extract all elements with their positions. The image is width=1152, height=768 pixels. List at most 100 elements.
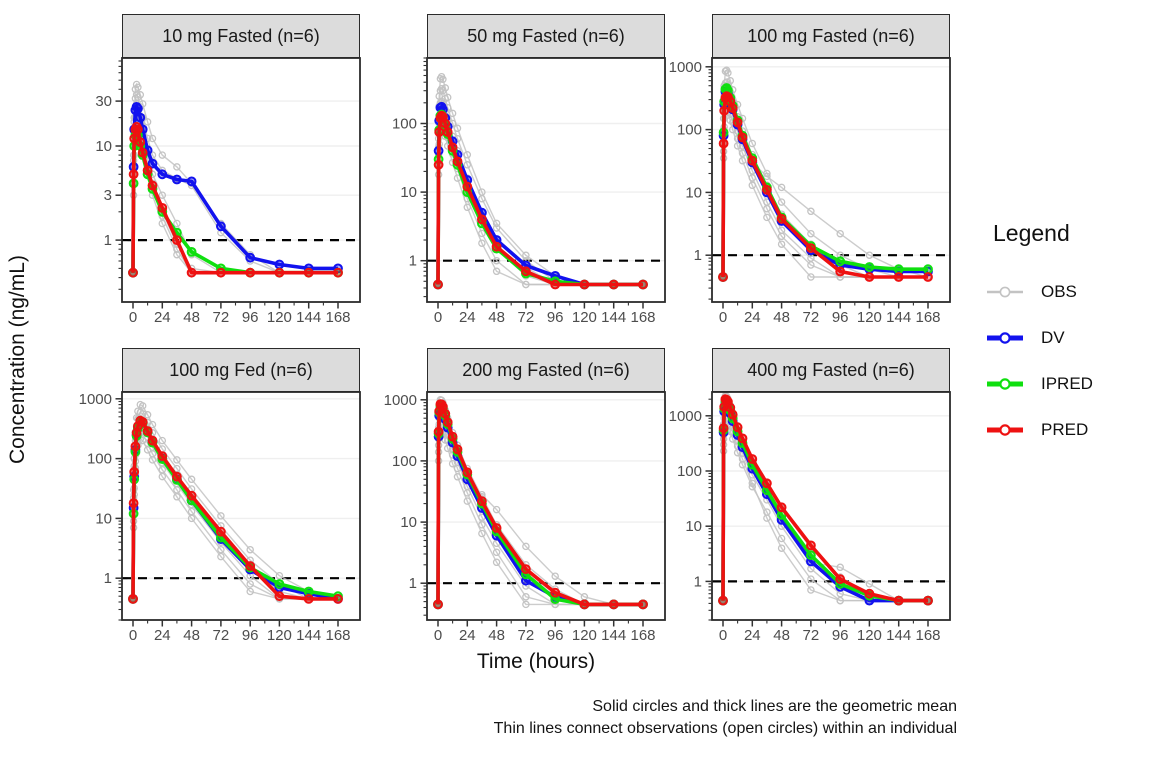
legend-key-obs-icon bbox=[987, 286, 1023, 298]
svg-text:24: 24 bbox=[154, 627, 171, 644]
svg-text:0: 0 bbox=[129, 627, 137, 644]
facet-strip-title: 200 mg Fasted (n=6) bbox=[427, 348, 665, 392]
svg-text:96: 96 bbox=[547, 309, 564, 326]
svg-text:96: 96 bbox=[832, 627, 849, 644]
facet-panel: 200 mg Fasted (n=6) 0 24 48 72 96 120 144 168 1 10… bbox=[384, 348, 666, 644]
figure-caption: Solid circles and thick lines are the ge… bbox=[494, 696, 957, 740]
svg-text:48: 48 bbox=[488, 627, 505, 644]
legend-label: IPRED bbox=[1041, 374, 1093, 393]
svg-text:168: 168 bbox=[915, 627, 940, 644]
svg-text:48: 48 bbox=[773, 309, 790, 326]
facet-panel: 50 mg Fasted (n=6) 0 24 48 72 96 120 144 168 1 10 1… bbox=[392, 14, 666, 326]
svg-text:10: 10 bbox=[400, 514, 417, 531]
svg-text:72: 72 bbox=[213, 309, 230, 326]
svg-text:24: 24 bbox=[744, 627, 761, 644]
facet-panel: 10 mg Fasted (n=6) 0 24 48 72 96 120 144 168 1 3 10… bbox=[95, 14, 361, 326]
svg-text:96: 96 bbox=[547, 627, 564, 644]
legend-label: OBS bbox=[1041, 282, 1077, 301]
svg-text:168: 168 bbox=[915, 309, 940, 326]
svg-text:10: 10 bbox=[95, 138, 112, 155]
svg-text:120: 120 bbox=[267, 309, 292, 326]
svg-text:1000: 1000 bbox=[669, 408, 702, 425]
svg-text:1000: 1000 bbox=[79, 391, 112, 408]
svg-text:168: 168 bbox=[325, 309, 350, 326]
caption-line-1: Solid circles and thick lines are the ge… bbox=[592, 698, 957, 715]
svg-text:72: 72 bbox=[518, 627, 535, 644]
facet-panel: 400 mg Fasted (n=6) 0 24 48 72 96 120 144 168 1 10… bbox=[669, 348, 951, 644]
facet-panel: 100 mg Fed (n=6) 0 24 48 72 96 120 144 168 1 10 100… bbox=[79, 348, 361, 644]
legend: Legend OBS DV IPRED PRED bbox=[985, 220, 1150, 453]
svg-text:48: 48 bbox=[183, 627, 200, 644]
legend-key-pred-icon bbox=[987, 424, 1023, 436]
svg-text:100: 100 bbox=[392, 116, 417, 133]
svg-text:120: 120 bbox=[857, 627, 882, 644]
svg-text:72: 72 bbox=[518, 309, 535, 326]
svg-text:96: 96 bbox=[242, 627, 259, 644]
legend-key-ipred-icon bbox=[987, 378, 1023, 390]
svg-text:48: 48 bbox=[488, 309, 505, 326]
legend-label: PRED bbox=[1041, 420, 1089, 439]
svg-text:96: 96 bbox=[242, 309, 259, 326]
svg-text:0: 0 bbox=[434, 309, 442, 326]
legend-label: DV bbox=[1041, 328, 1065, 347]
svg-text:10: 10 bbox=[400, 184, 417, 201]
legend-title: Legend bbox=[993, 220, 1070, 246]
svg-text:100: 100 bbox=[677, 463, 702, 480]
svg-text:3: 3 bbox=[104, 187, 112, 204]
plot-area: 0 24 48 72 96 120 144 168 1 10 100 1000 bbox=[79, 391, 361, 644]
facet-strip-title: 400 mg Fasted (n=6) bbox=[712, 348, 950, 392]
svg-text:0: 0 bbox=[719, 627, 727, 644]
svg-text:96: 96 bbox=[832, 309, 849, 326]
x-axis-title: Time (hours) bbox=[476, 650, 596, 673]
caption-line-2: Thin lines connect observations (open ci… bbox=[493, 720, 957, 737]
svg-text:144: 144 bbox=[601, 309, 626, 326]
svg-text:1: 1 bbox=[409, 253, 417, 270]
svg-text:144: 144 bbox=[296, 627, 321, 644]
svg-text:10: 10 bbox=[685, 184, 702, 201]
svg-text:168: 168 bbox=[630, 309, 655, 326]
legend-item-pred: PRED bbox=[985, 407, 1150, 453]
svg-text:24: 24 bbox=[459, 309, 476, 326]
svg-text:120: 120 bbox=[572, 309, 597, 326]
svg-text:1: 1 bbox=[694, 247, 702, 264]
legend-item-ipred: IPRED bbox=[985, 361, 1150, 407]
facet-strip-title: 100 mg Fasted (n=6) bbox=[712, 14, 950, 58]
svg-text:144: 144 bbox=[886, 627, 911, 644]
legend-item-dv: DV bbox=[985, 315, 1150, 361]
svg-text:10: 10 bbox=[685, 518, 702, 535]
svg-text:144: 144 bbox=[886, 309, 911, 326]
svg-text:0: 0 bbox=[434, 627, 442, 644]
svg-text:144: 144 bbox=[601, 627, 626, 644]
svg-text:48: 48 bbox=[183, 309, 200, 326]
svg-text:72: 72 bbox=[803, 309, 820, 326]
svg-text:1: 1 bbox=[104, 232, 112, 249]
svg-text:168: 168 bbox=[325, 627, 350, 644]
facet-panel: 100 mg Fasted (n=6) 0 24 48 72 96 120 144 168 1 10… bbox=[669, 14, 951, 326]
svg-text:100: 100 bbox=[392, 453, 417, 470]
svg-text:120: 120 bbox=[572, 627, 597, 644]
svg-text:144: 144 bbox=[296, 309, 321, 326]
facet-strip-title: 100 mg Fed (n=6) bbox=[122, 348, 360, 392]
svg-text:1: 1 bbox=[409, 575, 417, 592]
svg-text:30: 30 bbox=[95, 93, 112, 110]
svg-text:24: 24 bbox=[744, 309, 761, 326]
svg-text:1: 1 bbox=[694, 573, 702, 590]
svg-text:168: 168 bbox=[630, 627, 655, 644]
legend-key-dv-icon bbox=[987, 332, 1023, 344]
svg-text:72: 72 bbox=[213, 627, 230, 644]
svg-text:24: 24 bbox=[154, 309, 171, 326]
svg-text:72: 72 bbox=[803, 627, 820, 644]
plot-area: 0 24 48 72 96 120 144 168 1 10 100 bbox=[392, 57, 666, 326]
svg-text:0: 0 bbox=[129, 309, 137, 326]
y-axis-title: Concentration (ng/mL) bbox=[6, 255, 29, 465]
svg-text:1000: 1000 bbox=[384, 392, 417, 409]
facet-strip-title: 50 mg Fasted (n=6) bbox=[427, 14, 665, 58]
svg-text:120: 120 bbox=[857, 309, 882, 326]
legend-item-obs: OBS bbox=[985, 269, 1150, 315]
facet-strip-title: 10 mg Fasted (n=6) bbox=[122, 14, 360, 58]
svg-text:10: 10 bbox=[95, 510, 112, 527]
plot-area: 0 24 48 72 96 120 144 168 1 10 100 1000 bbox=[669, 391, 951, 644]
plot-area: 0 24 48 72 96 120 144 168 1 10 100 1000 bbox=[669, 57, 951, 326]
svg-text:1000: 1000 bbox=[669, 59, 702, 76]
